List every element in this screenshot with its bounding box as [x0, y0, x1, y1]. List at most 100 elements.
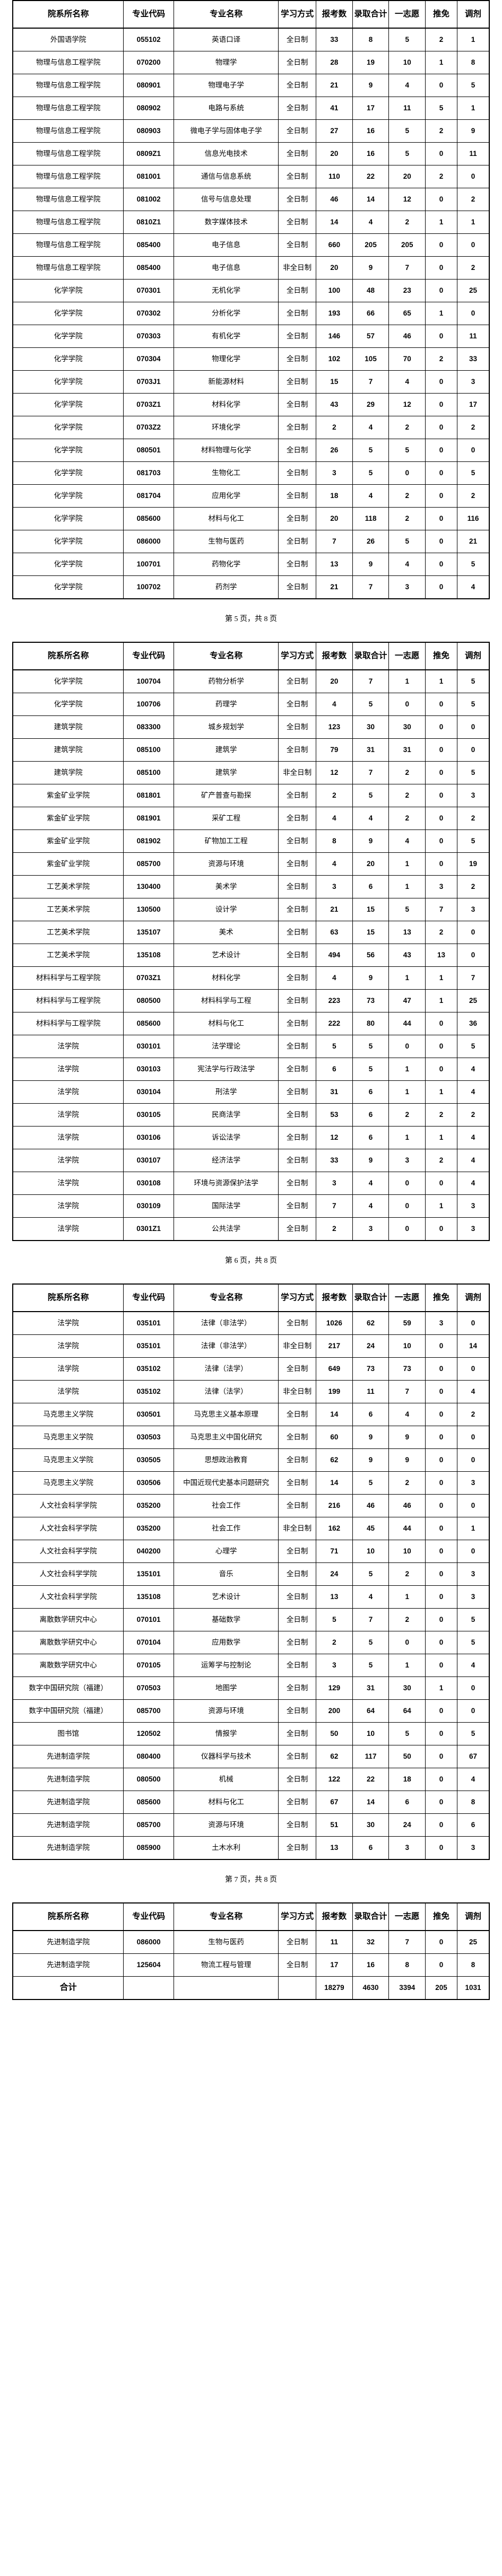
cell-applicants: 6 — [316, 1058, 353, 1081]
table-row[interactable]: 法学院 030105 民商法学 全日制 53 6 2 2 2 — [12, 1103, 490, 1127]
cell-admitted-total: 5 — [352, 1654, 390, 1677]
table-row[interactable]: 化学学院 0703Z1 材料化学 全日制 43 29 12 0 17 — [12, 393, 490, 416]
table-row[interactable]: 先进制造学院 080400 仪器科学与技术 全日制 62 117 50 0 67 — [12, 1745, 490, 1768]
table-row[interactable]: 马克思主义学院 030503 马克思主义中国化研究 全日制 60 9 9 0 0 — [12, 1426, 490, 1449]
table-row[interactable]: 工艺美术学院 130400 美术学 全日制 3 6 1 3 2 — [12, 875, 490, 898]
table-row[interactable]: 化学学院 070302 分析化学 全日制 193 66 65 1 0 — [12, 302, 490, 325]
table-row[interactable]: 人文社会科学学院 035200 社会工作 全日制 216 46 46 0 0 — [12, 1494, 490, 1517]
table-row[interactable]: 紫金矿业学院 081901 采矿工程 全日制 4 4 2 0 2 — [12, 807, 490, 830]
cell-major-name: 矿产普查与勘探 — [173, 784, 279, 807]
cell-recommended: 1 — [425, 302, 457, 325]
table-row[interactable]: 化学学院 070304 物理化学 全日制 102 105 70 2 33 — [12, 347, 490, 371]
table-row[interactable]: 物理与信息工程学院 070200 物理学 全日制 28 19 10 1 8 — [12, 51, 490, 74]
table-row[interactable]: 化学学院 100702 药剂学 全日制 21 7 3 0 4 — [12, 575, 490, 599]
table-row[interactable]: 紫金矿业学院 085700 资源与环境 全日制 4 20 1 0 19 — [12, 852, 490, 876]
cell-major-name: 无机化学 — [173, 279, 279, 302]
table-row[interactable]: 人文社会科学学院 035200 社会工作 非全日制 162 45 44 0 1 — [12, 1517, 490, 1540]
table-row[interactable]: 紫金矿业学院 081902 矿物加工工程 全日制 8 9 4 0 5 — [12, 829, 490, 853]
table-row[interactable]: 化学学院 0703J1 新能源材料 全日制 15 7 4 0 3 — [12, 370, 490, 394]
cell-first-choice: 64 — [388, 1699, 426, 1723]
table-row[interactable]: 离散数学研究中心 070105 运筹学与控制论 全日制 3 5 1 0 4 — [12, 1654, 490, 1677]
table-row[interactable]: 化学学院 070303 有机化学 全日制 146 57 46 0 11 — [12, 325, 490, 348]
table-row[interactable]: 法学院 030108 环境与资源保护法学 全日制 3 4 0 0 4 — [12, 1172, 490, 1195]
table-row[interactable]: 法学院 030106 诉讼法学 全日制 12 6 1 1 4 — [12, 1126, 490, 1149]
table-row[interactable]: 物理与信息工程学院 085400 电子信息 非全日制 20 9 7 0 2 — [12, 256, 490, 280]
table-row[interactable]: 物理与信息工程学院 0810Z1 数字媒体技术 全日制 14 4 2 1 1 — [12, 211, 490, 234]
table-row[interactable]: 化学学院 0703Z2 环境化学 全日制 2 4 2 0 2 — [12, 416, 490, 439]
table-row[interactable]: 工艺美术学院 135107 美术 全日制 63 15 13 2 0 — [12, 921, 490, 944]
table-row[interactable]: 化学学院 100704 药物分析学 全日制 20 7 1 1 5 — [12, 669, 490, 693]
table-row[interactable]: 化学学院 100701 药物化学 全日制 13 9 4 0 5 — [12, 553, 490, 576]
cell-study-mode: 全日制 — [278, 142, 317, 165]
cell-study-mode: 全日制 — [278, 1562, 317, 1586]
table-row[interactable]: 法学院 030101 法学理论 全日制 5 5 0 0 5 — [12, 1035, 490, 1058]
table-row[interactable]: 法学院 030107 经济法学 全日制 33 9 3 2 4 — [12, 1149, 490, 1172]
table-row[interactable]: 先进制造学院 085900 土木水利 全日制 13 6 3 0 3 — [12, 1836, 490, 1860]
table-row[interactable]: 工艺美术学院 130500 设计学 全日制 21 15 5 7 3 — [12, 898, 490, 921]
table-row[interactable]: 先进制造学院 080500 机械 全日制 122 22 18 0 4 — [12, 1768, 490, 1791]
table-row[interactable]: 离散数学研究中心 070104 应用数学 全日制 2 5 0 0 5 — [12, 1631, 490, 1654]
table-row[interactable]: 图书馆 120502 情报学 全日制 50 10 5 0 5 — [12, 1722, 490, 1745]
cell-transfer: 3 — [456, 1217, 490, 1241]
cell-transfer: 1 — [456, 211, 490, 234]
table-row[interactable]: 外国语学院 055102 英语口译 全日制 33 8 5 2 1 — [12, 28, 490, 51]
table-row[interactable]: 法学院 030104 刑法学 全日制 31 6 1 1 4 — [12, 1080, 490, 1104]
table-row[interactable]: 化学学院 070301 无机化学 全日制 100 48 23 0 25 — [12, 279, 490, 302]
table-row[interactable]: 化学学院 081703 生物化工 全日制 3 5 0 0 5 — [12, 461, 490, 485]
table-row[interactable]: 物理与信息工程学院 0809Z1 信息光电技术 全日制 20 16 5 0 11 — [12, 142, 490, 165]
table-row[interactable]: 建筑学院 085100 建筑学 全日制 79 31 31 0 0 — [12, 738, 490, 762]
table-row[interactable]: 建筑学院 083300 城乡规划学 全日制 123 30 30 0 0 — [12, 715, 490, 739]
table-row[interactable]: 法学院 030103 宪法学与行政法学 全日制 6 5 1 0 4 — [12, 1058, 490, 1081]
table-row[interactable]: 马克思主义学院 030505 思想政治教育 全日制 62 9 9 0 0 — [12, 1448, 490, 1472]
table-row[interactable]: 物理与信息工程学院 081002 信号与信息处理 全日制 46 14 12 0 2 — [12, 188, 490, 211]
table-row[interactable]: 材料科学与工程学院 0703Z1 材料化学 全日制 4 9 1 1 7 — [12, 966, 490, 990]
table-row[interactable]: 法学院 0301Z1 公共法学 全日制 2 3 0 0 3 — [12, 1217, 490, 1241]
table-row[interactable]: 法学院 035102 法律（法学） 全日制 649 73 73 0 0 — [12, 1357, 490, 1381]
cell-major-code: 081902 — [123, 829, 174, 853]
cell-major-name: 数字媒体技术 — [173, 211, 279, 234]
table-row[interactable]: 法学院 035101 法律（非法学） 非全日制 217 24 10 0 14 — [12, 1334, 490, 1358]
table-row[interactable]: 先进制造学院 085700 资源与环境 全日制 51 30 24 0 6 — [12, 1813, 490, 1837]
table-row[interactable]: 人文社会科学学院 135108 艺术设计 全日制 13 4 1 0 3 — [12, 1585, 490, 1609]
cell-applicants: 660 — [316, 233, 353, 257]
cell-admitted-total: 57 — [352, 325, 390, 348]
table-row[interactable]: 人文社会科学学院 040200 心理学 全日制 71 10 10 0 0 — [12, 1540, 490, 1563]
table-row[interactable]: 法学院 035101 法律（非法学） 全日制 1026 62 59 3 0 — [12, 1311, 490, 1335]
table-row[interactable]: 马克思主义学院 030501 马克思主义基本原理 全日制 14 6 4 0 2 — [12, 1403, 490, 1426]
table-row[interactable]: 物理与信息工程学院 080903 微电子学与固体电子学 全日制 27 16 5 2 9 — [12, 119, 490, 143]
cell-major-code: 083300 — [123, 715, 174, 739]
table-row[interactable]: 物理与信息工程学院 080902 电路与系统 全日制 41 17 11 5 1 — [12, 97, 490, 120]
table-row[interactable]: 先进制造学院 085600 材料与化工 全日制 67 14 6 0 8 — [12, 1791, 490, 1814]
table-row[interactable]: 化学学院 085600 材料与化工 全日制 20 118 2 0 116 — [12, 507, 490, 530]
table-row[interactable]: 物理与信息工程学院 085400 电子信息 全日制 660 205 205 0 0 — [12, 233, 490, 257]
table-row[interactable]: 化学学院 086000 生物与医药 全日制 7 26 5 0 21 — [12, 530, 490, 553]
cell-dept: 化学学院 — [12, 347, 124, 371]
table-row[interactable]: 工艺美术学院 135108 艺术设计 全日制 494 56 43 13 0 — [12, 944, 490, 967]
cell-first-choice: 2 — [388, 507, 426, 530]
table-row[interactable]: 物理与信息工程学院 081001 通信与信息系统 全日制 110 22 20 2 0 — [12, 165, 490, 188]
table-row[interactable]: 马克思主义学院 030506 中国近现代史基本问题研究 全日制 14 5 2 0 3 — [12, 1471, 490, 1495]
table-row[interactable]: 数字中国研究院（福建） 085700 资源与环境 全日制 200 64 64 0 0 — [12, 1699, 490, 1723]
table-row[interactable]: 化学学院 081704 应用化学 全日制 18 4 2 0 2 — [12, 484, 490, 508]
cell-dept: 化学学院 — [12, 393, 124, 416]
table-row[interactable]: 数字中国研究院（福建） 070503 地图学 全日制 129 31 30 1 0 — [12, 1676, 490, 1700]
cell-major-name: 运筹学与控制论 — [173, 1654, 279, 1677]
cell-study-mode: 全日制 — [278, 1058, 317, 1081]
cell-admitted-total: 30 — [352, 715, 390, 739]
cell-recommended: 0 — [425, 461, 457, 485]
table-row[interactable]: 先进制造学院 125604 物流工程与管理 全日制 17 16 8 0 8 — [12, 1953, 490, 1977]
table-row[interactable]: 材料科学与工程学院 080500 材料科学与工程 全日制 223 73 47 1 25 — [12, 989, 490, 1012]
table-row[interactable]: 建筑学院 085100 建筑学 非全日制 12 7 2 0 5 — [12, 761, 490, 784]
table-row[interactable]: 材料科学与工程学院 085600 材料与化工 全日制 222 80 44 0 36 — [12, 1012, 490, 1035]
table-row[interactable]: 先进制造学院 086000 生物与医药 全日制 11 32 7 0 25 — [12, 1930, 490, 1954]
table-row[interactable]: 法学院 035102 法律（法学） 非全日制 199 11 7 0 4 — [12, 1380, 490, 1403]
table-row[interactable]: 离散数学研究中心 070101 基础数学 全日制 5 7 2 0 5 — [12, 1608, 490, 1631]
cell-applicants: 129 — [316, 1676, 353, 1700]
table-row[interactable]: 化学学院 100706 药理学 全日制 4 5 0 0 5 — [12, 693, 490, 716]
cell-transfer: 5 — [456, 1631, 490, 1654]
table-row[interactable]: 法学院 030109 国际法学 全日制 7 4 0 1 3 — [12, 1194, 490, 1218]
table-row[interactable]: 物理与信息工程学院 080901 物理电子学 全日制 21 9 4 0 5 — [12, 74, 490, 97]
table-row[interactable]: 紫金矿业学院 081801 矿产普查与勘探 全日制 2 5 2 0 3 — [12, 784, 490, 807]
table-row[interactable]: 化学学院 080501 材料物理与化学 全日制 26 5 5 0 0 — [12, 439, 490, 462]
table-row[interactable]: 人文社会科学学院 135101 音乐 全日制 24 5 2 0 3 — [12, 1562, 490, 1586]
